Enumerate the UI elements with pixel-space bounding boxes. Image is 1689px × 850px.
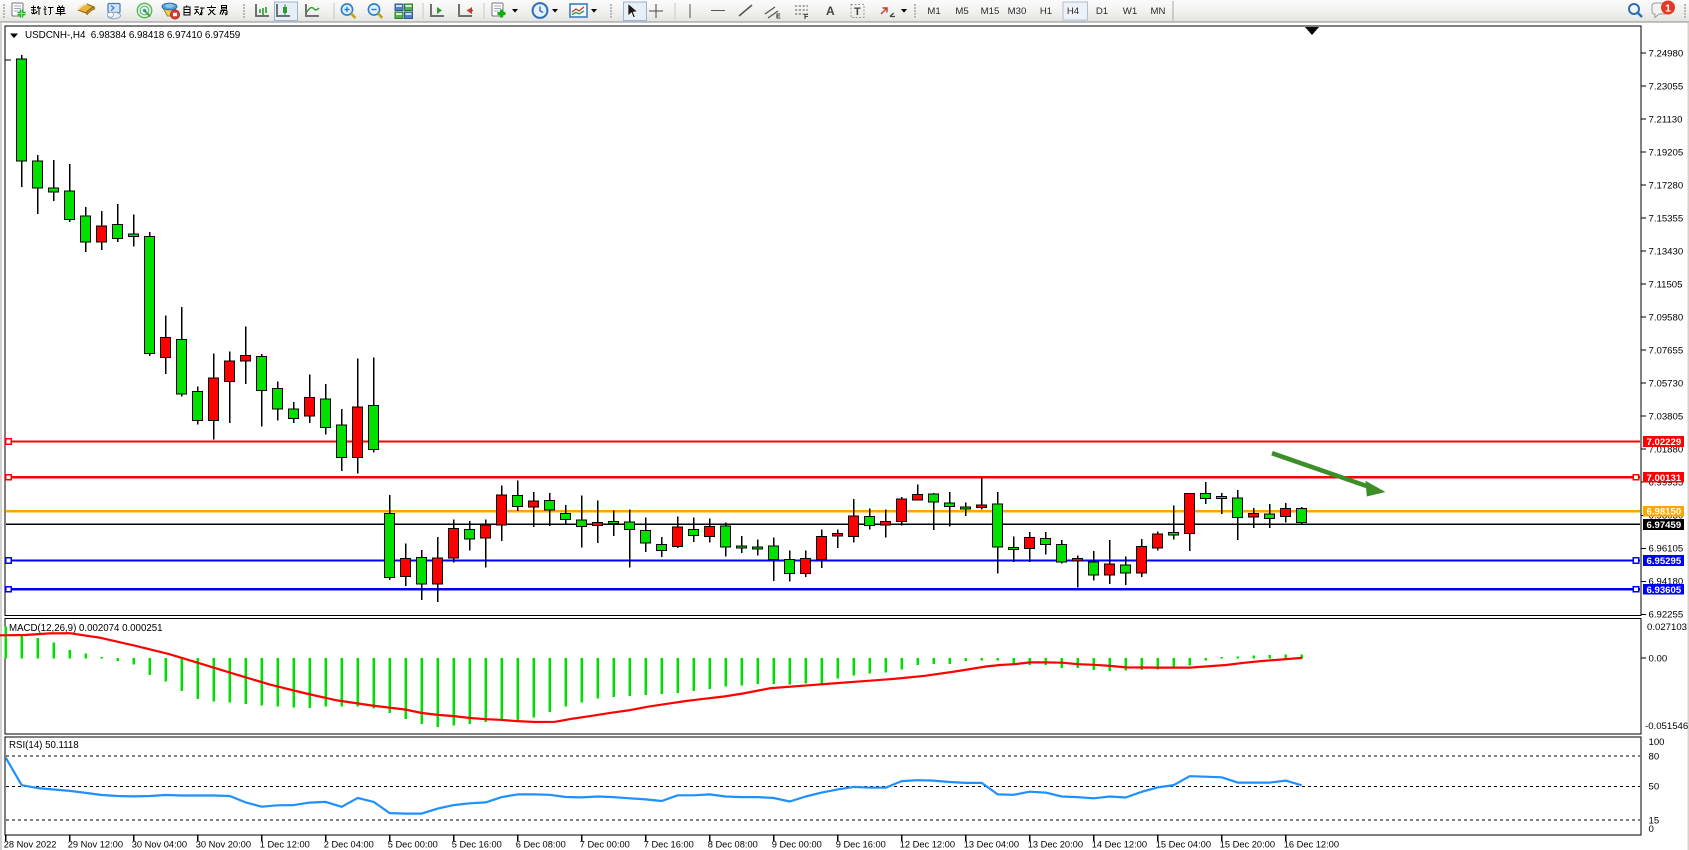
svg-text:7.17280: 7.17280 <box>1649 180 1684 191</box>
svg-text:T: T <box>854 6 861 18</box>
svg-text:MN: MN <box>1151 6 1166 17</box>
svg-text:-0.051546: -0.051546 <box>1645 721 1688 732</box>
svg-text:6.99955: 6.99955 <box>1649 478 1684 489</box>
svg-text:12 Dec 12:00: 12 Dec 12:00 <box>900 840 955 850</box>
svg-text:13 Dec 04:00: 13 Dec 04:00 <box>964 840 1019 850</box>
svg-text:7.03805: 7.03805 <box>1649 412 1684 423</box>
svg-text:D1: D1 <box>1096 6 1108 17</box>
svg-text:7.24980: 7.24980 <box>1649 48 1684 59</box>
svg-text:A: A <box>826 4 835 18</box>
svg-text:29 Nov 12:00: 29 Nov 12:00 <box>68 840 123 850</box>
svg-text:7 Dec 16:00: 7 Dec 16:00 <box>644 840 694 850</box>
svg-text:6.98150: 6.98150 <box>1647 507 1682 518</box>
svg-text:0: 0 <box>1649 824 1654 835</box>
svg-text:W1: W1 <box>1123 6 1137 17</box>
svg-text:7 Dec 00:00: 7 Dec 00:00 <box>580 840 630 850</box>
svg-text:9 Dec 00:00: 9 Dec 00:00 <box>772 840 822 850</box>
svg-text:15 Dec 20:00: 15 Dec 20:00 <box>1220 840 1275 850</box>
svg-text:7.02229: 7.02229 <box>1647 437 1682 448</box>
svg-text:M1: M1 <box>927 6 940 17</box>
svg-text:7.09580: 7.09580 <box>1649 313 1684 324</box>
svg-text:80: 80 <box>1649 751 1660 762</box>
svg-text:E: E <box>776 14 781 21</box>
svg-text:7.00131: 7.00131 <box>1647 473 1682 484</box>
svg-text:0.027103: 0.027103 <box>1647 622 1687 633</box>
svg-text:100: 100 <box>1649 737 1665 748</box>
svg-text:7.21130: 7.21130 <box>1649 114 1683 125</box>
svg-text:RSI(14) 50.1118: RSI(14) 50.1118 <box>9 740 79 751</box>
svg-text:6.94180: 6.94180 <box>1649 577 1684 588</box>
svg-text:7.23055: 7.23055 <box>1649 81 1684 92</box>
svg-text:7.19205: 7.19205 <box>1649 147 1684 158</box>
svg-text:6.95295: 6.95295 <box>1647 556 1682 567</box>
svg-text:5 Dec 00:00: 5 Dec 00:00 <box>388 840 438 850</box>
svg-text:7.01880: 7.01880 <box>1649 445 1684 456</box>
svg-text:7.11505: 7.11505 <box>1649 280 1683 291</box>
svg-text:USDCNH-,H4 6.98384 6.98418 6.: USDCNH-,H4 6.98384 6.98418 6.97410 6.974… <box>25 30 241 41</box>
svg-text:5 Dec 16:00: 5 Dec 16:00 <box>452 840 502 850</box>
svg-text:M5: M5 <box>955 6 968 17</box>
svg-text:28 Nov 2022: 28 Nov 2022 <box>4 840 57 850</box>
svg-text:6 Dec 08:00: 6 Dec 08:00 <box>516 840 566 850</box>
svg-text:1: 1 <box>1665 2 1671 14</box>
svg-text:7.15355: 7.15355 <box>1649 213 1684 224</box>
svg-text:15: 15 <box>1649 815 1660 826</box>
svg-text:6.97459: 6.97459 <box>1647 520 1682 531</box>
svg-text:50: 50 <box>1649 782 1660 793</box>
svg-text:16 Dec 12:00: 16 Dec 12:00 <box>1284 840 1339 850</box>
svg-text:7.05730: 7.05730 <box>1649 379 1684 390</box>
svg-text:14 Dec 12:00: 14 Dec 12:00 <box>1092 840 1147 850</box>
svg-text:M15: M15 <box>981 6 1000 17</box>
svg-text:15 Dec 04:00: 15 Dec 04:00 <box>1156 840 1211 850</box>
svg-text:0.00: 0.00 <box>1649 653 1668 664</box>
svg-text:7.13430: 7.13430 <box>1649 247 1684 258</box>
svg-text:30 Nov 04:00: 30 Nov 04:00 <box>132 840 187 850</box>
svg-text:M30: M30 <box>1008 6 1027 17</box>
svg-text:1 Dec 12:00: 1 Dec 12:00 <box>260 840 310 850</box>
svg-text:13 Dec 20:00: 13 Dec 20:00 <box>1028 840 1083 850</box>
svg-text:9 Dec 16:00: 9 Dec 16:00 <box>836 840 886 850</box>
svg-text:7.07655: 7.07655 <box>1649 346 1684 357</box>
svg-text:2 Dec 04:00: 2 Dec 04:00 <box>324 840 374 850</box>
svg-text:6.92255: 6.92255 <box>1649 610 1684 621</box>
svg-text:30 Nov 20:00: 30 Nov 20:00 <box>196 840 251 850</box>
svg-text:H1: H1 <box>1040 6 1052 17</box>
svg-text:F: F <box>804 14 809 21</box>
svg-text:6.93605: 6.93605 <box>1647 585 1682 596</box>
svg-text:MACD(12,26,9) 0.002074 0.00025: MACD(12,26,9) 0.002074 0.000251 <box>9 623 163 634</box>
svg-text:6.96105: 6.96105 <box>1649 544 1684 555</box>
svg-text:8 Dec 08:00: 8 Dec 08:00 <box>708 840 758 850</box>
svg-text:H4: H4 <box>1067 6 1080 17</box>
